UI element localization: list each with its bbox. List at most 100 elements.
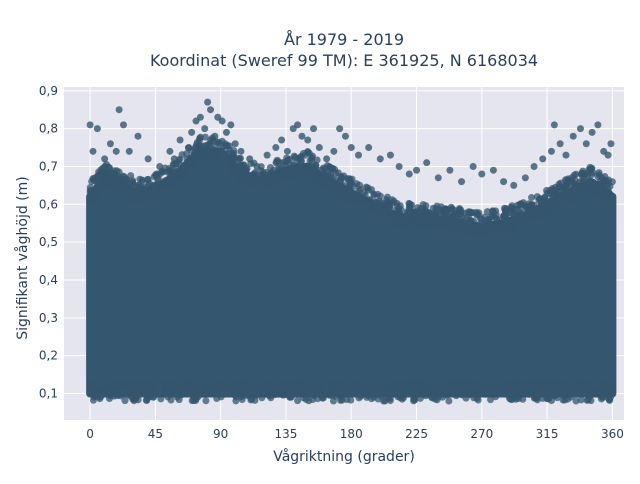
- scatter-point: [264, 179, 272, 187]
- scatter-point: [606, 387, 614, 395]
- outlier-point: [336, 125, 344, 133]
- outlier-point: [434, 174, 442, 182]
- scatter-point: [416, 394, 424, 402]
- scatter-point: [326, 185, 334, 193]
- outlier-point: [294, 121, 302, 129]
- outlier-point: [144, 155, 152, 163]
- scatter-point: [87, 381, 95, 389]
- outlier-point: [562, 151, 570, 159]
- outlier-point: [93, 125, 101, 133]
- scatter-point: [168, 174, 176, 182]
- scatter-point: [406, 382, 414, 390]
- scatter-point: [337, 381, 345, 389]
- scatter-point: [258, 394, 266, 402]
- scatter-point: [106, 392, 114, 400]
- scatter-point: [153, 170, 161, 178]
- outlier-point: [510, 181, 518, 189]
- scatter-point: [518, 201, 526, 209]
- scatter-point: [165, 388, 173, 396]
- outlier-point: [458, 178, 466, 186]
- scatter-point: [507, 220, 515, 228]
- scatter-point: [284, 380, 292, 388]
- scatter-point: [328, 391, 336, 399]
- outlier-point: [115, 106, 123, 114]
- scatter-point: [445, 397, 453, 405]
- scatter-point: [544, 206, 552, 214]
- scatter-point: [318, 166, 326, 174]
- outlier-point: [207, 106, 215, 114]
- scatter-point: [594, 173, 602, 181]
- scatter-point: [533, 396, 541, 404]
- scatter-point: [274, 175, 282, 183]
- outlier-point: [330, 147, 338, 155]
- scatter-point: [422, 392, 430, 400]
- scatter-point: [460, 209, 468, 217]
- outlier-point: [423, 159, 431, 167]
- scatter-point: [266, 163, 274, 171]
- outlier-point: [530, 162, 538, 170]
- scatter-point: [353, 180, 361, 188]
- outlier-point: [125, 147, 133, 155]
- scatter-point: [460, 218, 468, 226]
- scatter-point: [549, 385, 557, 393]
- scatter-point: [147, 385, 155, 393]
- scatter-point: [286, 393, 294, 401]
- outlier-point: [315, 144, 323, 152]
- scatter-point: [137, 379, 145, 387]
- y-axis-label: Signifikant våghöjd (m): [14, 176, 31, 339]
- scatter-point: [528, 194, 536, 202]
- scatter-point: [572, 397, 580, 405]
- scatter-point: [405, 199, 413, 207]
- scatter-point: [415, 221, 423, 229]
- scatter-point: [195, 389, 203, 397]
- outlier-point: [86, 121, 94, 129]
- outlier-point: [134, 132, 142, 140]
- scatter-point: [438, 380, 446, 388]
- scatter-point: [550, 392, 558, 400]
- scatter-point: [384, 200, 392, 208]
- scatter-point: [487, 396, 495, 404]
- outlier-point: [237, 147, 245, 155]
- scatter-point: [256, 179, 264, 187]
- scatter-point: [89, 396, 97, 404]
- scatter-point: [91, 193, 99, 201]
- scatter-point: [275, 170, 283, 178]
- scatter-point: [367, 204, 375, 212]
- scatter-point: [434, 219, 442, 227]
- scatter-point: [418, 379, 426, 387]
- scatter-point: [105, 163, 113, 171]
- scatter-point: [483, 384, 491, 392]
- scatter-point: [530, 210, 538, 218]
- scatter-point: [183, 150, 191, 158]
- scatter-point: [486, 226, 494, 234]
- outlier-point: [539, 155, 547, 163]
- scatter-point: [224, 156, 232, 164]
- scatter-point: [516, 210, 524, 218]
- scatter-point: [439, 212, 447, 220]
- scatter-point: [356, 199, 364, 207]
- scatter-point: [95, 393, 103, 401]
- scatter-point: [236, 154, 244, 162]
- scatter-point: [466, 387, 474, 395]
- outlier-point: [594, 121, 602, 129]
- scatter-point: [469, 209, 477, 217]
- outlier-point: [211, 132, 219, 140]
- scatter-point: [295, 154, 303, 162]
- scatter-point: [299, 394, 307, 402]
- scatter-point: [581, 173, 589, 181]
- scatter-point: [256, 172, 264, 180]
- scatter-point: [243, 165, 251, 173]
- scatter-point: [107, 170, 115, 178]
- outlier-point: [304, 136, 312, 144]
- scatter-point: [134, 396, 142, 404]
- scatter-point: [211, 379, 219, 387]
- outlier-point: [170, 155, 178, 163]
- scatter-point: [336, 187, 344, 195]
- outlier-point: [283, 147, 291, 155]
- scatter-point: [218, 137, 226, 145]
- outlier-point: [376, 155, 384, 163]
- x-axis-label: Vågriktning (grader): [273, 448, 415, 465]
- scatter-point: [130, 388, 138, 396]
- scatter-point: [200, 146, 208, 154]
- scatter-point: [135, 184, 143, 192]
